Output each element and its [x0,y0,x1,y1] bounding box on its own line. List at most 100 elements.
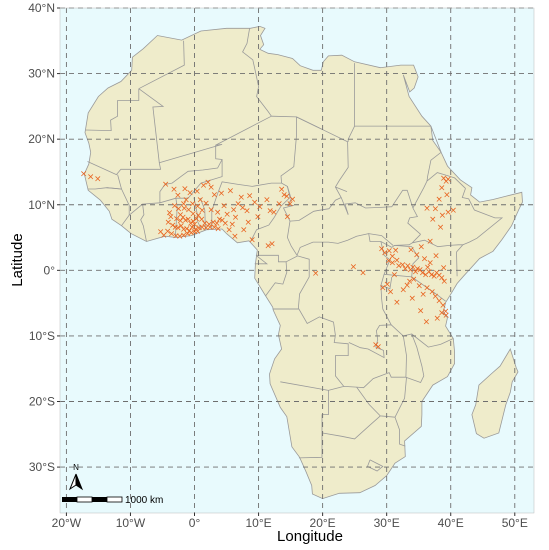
occurrence-marker: × [182,216,190,226]
occurrence-marker: × [444,208,452,218]
occurrence-marker: × [177,211,185,221]
occurrence-marker: × [181,184,189,194]
occurrence-marker: × [191,228,199,238]
occurrence-marker: × [195,224,203,234]
occurrence-marker: × [410,275,418,285]
occurrence-marker: × [246,192,254,202]
occurrence-marker: × [191,220,199,230]
occurrence-marker: × [378,245,386,255]
occurrence-marker: × [245,218,253,228]
country-border [368,233,394,246]
graticule-grid [60,7,534,513]
occurrence-marker: × [211,223,219,233]
occurrence-marker: × [440,174,448,184]
occurrence-marker: × [428,287,436,297]
occurrence-marker: × [438,308,446,318]
occurrence-marker: × [412,268,420,278]
occurrence-marker: × [437,223,445,233]
y-tick-label: 20°S [29,395,55,409]
occurrence-marker: × [402,264,410,274]
occurrence-marker: × [419,268,427,278]
x-tick-label: 30°E [374,516,400,530]
occurrence-marker: × [407,266,415,276]
occurrence-marker: × [438,274,446,284]
occurrence-marker: × [167,213,175,223]
occurrence-marker: × [439,301,447,311]
occurrence-marker: × [426,259,434,269]
country-border [272,308,349,391]
occurrence-marker: × [444,175,452,185]
country-border [296,116,323,130]
madagascar-island [471,348,519,439]
occurrence-marker: × [186,188,194,198]
country-border [412,180,428,209]
country-border [411,333,454,348]
occurrence-marker: × [312,269,320,279]
y-tick-label: 30°N [28,67,55,81]
occurrence-marker: × [283,192,291,202]
occurrence-marker: × [218,216,226,226]
occurrence-marker: × [214,208,222,218]
occurrence-marker: × [384,280,392,290]
country-border [199,198,206,230]
occurrence-marker: × [192,225,200,235]
x-tick-label: 20°W [52,516,82,530]
occurrence-marker: × [165,218,173,228]
occurrence-marker: × [280,190,288,200]
occurrence-marker: × [170,185,178,195]
occurrence-marker: × [432,292,440,302]
occurrence-marker: × [194,227,202,237]
africa-continent [83,25,523,500]
x-axis-ticks: 20°W 10°W 0° 10°E 20°E 30°E 40°E 50°E [52,513,528,530]
occurrence-marker: × [435,195,443,205]
occurrence-marker: × [176,232,184,242]
country-border [322,415,381,440]
occurrence-marker: × [198,206,206,216]
occurrence-marker: × [421,255,429,265]
occurrence-marker: × [164,227,172,237]
occurrence-marker: × [270,208,278,218]
country-border [394,417,406,447]
country-border [380,276,393,290]
occurrence-marker: × [183,224,191,234]
occurrence-marker: × [223,210,231,220]
north-arrow-label: N [73,463,79,472]
occurrence-marker: × [186,226,194,236]
occurrence-marker: × [202,199,210,209]
occurrence-marker: × [205,220,213,230]
occurrence-marker: × [227,186,235,196]
occurrence-marker: × [423,204,431,214]
occurrence-marker: × [198,215,206,225]
scale-bar-segment [62,497,77,502]
occurrence-marker: × [256,203,264,213]
scale-bar: 1000 km [62,495,163,506]
y-tick-label: 10°S [29,329,55,343]
country-border [380,241,392,325]
occurrence-marker: × [381,249,389,259]
occurrence-marker: × [389,259,397,269]
occurrence-marker: × [433,268,441,278]
occurrence-marker: × [407,245,415,255]
occurrence-marker: × [417,306,425,316]
occurrence-marker: × [435,271,443,281]
occurrence-marker: × [423,283,431,293]
occurrence-marker: × [263,196,271,206]
occurrence-marker: × [160,231,168,241]
occurrence-marker: × [175,205,183,215]
occurrence-marker: × [197,196,205,206]
country-border [211,193,218,229]
occurrence-marker: × [179,213,187,223]
country-border [298,390,329,459]
y-tick-label: 0° [44,263,56,277]
occurrence-marker: × [284,213,292,223]
country-border [335,186,348,192]
occurrence-marker: × [202,224,210,234]
country-border [138,40,185,90]
country-border [85,88,140,132]
occurrence-marker: × [264,241,272,251]
occurrence-marker: × [234,199,242,209]
country-border [159,144,223,164]
occurrence-marker: × [180,231,188,241]
occurrence-marker: × [416,281,424,291]
occurrence-marker: × [385,247,393,257]
